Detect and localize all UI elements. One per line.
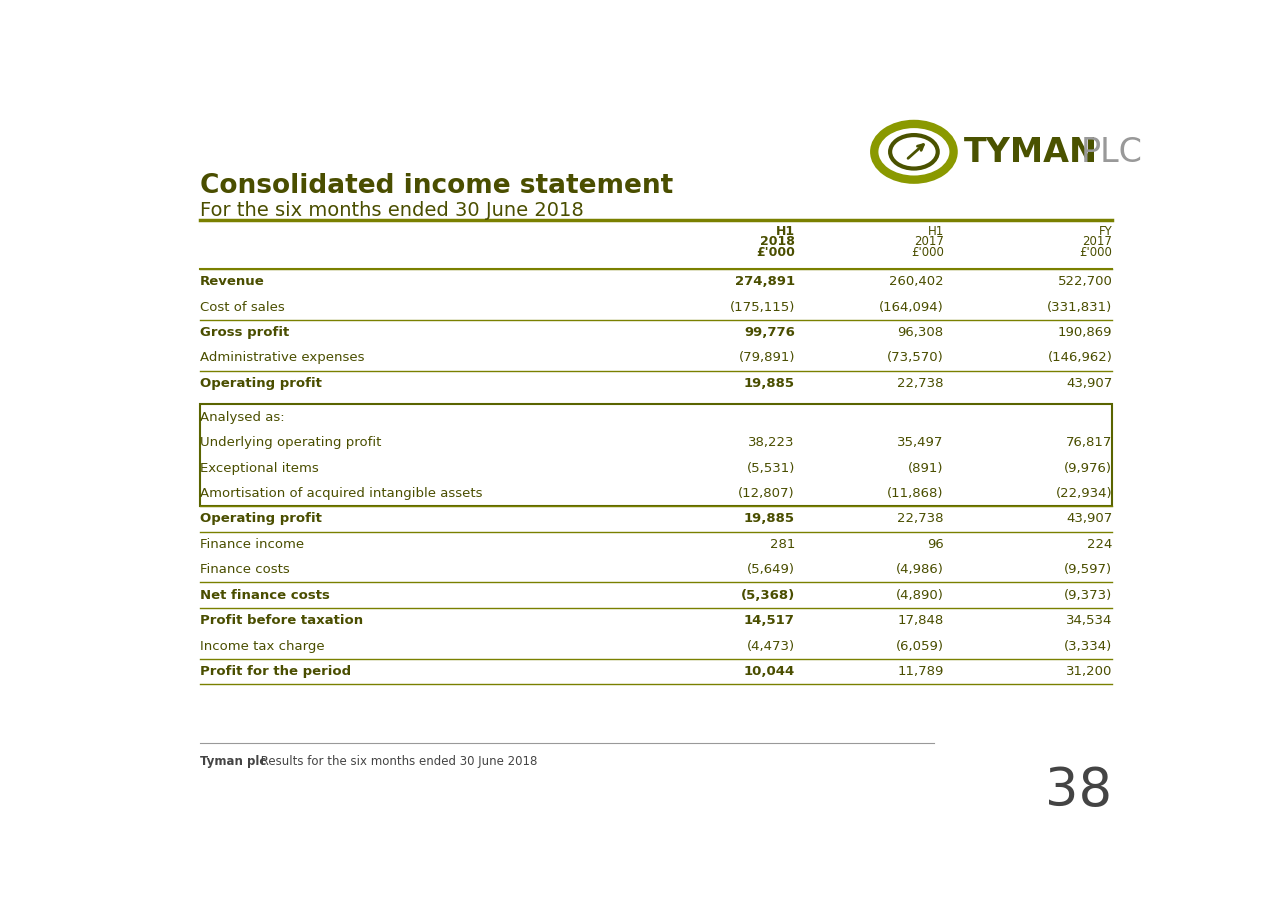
Text: H1: H1 xyxy=(776,225,795,238)
Text: Finance costs: Finance costs xyxy=(200,563,289,576)
Text: (891): (891) xyxy=(909,462,943,474)
Text: (9,976): (9,976) xyxy=(1065,462,1112,474)
Text: (5,531): (5,531) xyxy=(746,462,795,474)
Text: Profit before taxation: Profit before taxation xyxy=(200,614,362,627)
Text: 2018: 2018 xyxy=(760,235,795,248)
Text: Cost of sales: Cost of sales xyxy=(200,300,284,313)
Text: 274,891: 274,891 xyxy=(735,275,795,288)
Text: 43,907: 43,907 xyxy=(1066,512,1112,526)
Text: 281: 281 xyxy=(769,538,795,551)
Text: (146,962): (146,962) xyxy=(1047,351,1112,365)
Text: 38: 38 xyxy=(1046,765,1112,817)
Text: 34,534: 34,534 xyxy=(1066,614,1112,627)
Text: (12,807): (12,807) xyxy=(739,487,795,500)
Text: 14,517: 14,517 xyxy=(744,614,795,627)
Text: 96: 96 xyxy=(927,538,943,551)
Text: PLC: PLC xyxy=(1080,137,1143,169)
Text: Administrative expenses: Administrative expenses xyxy=(200,351,365,365)
Text: (331,831): (331,831) xyxy=(1047,300,1112,313)
Text: Income tax charge: Income tax charge xyxy=(200,640,324,653)
Text: Gross profit: Gross profit xyxy=(200,326,289,339)
Text: 2017: 2017 xyxy=(914,235,943,248)
Text: 38,223: 38,223 xyxy=(749,436,795,449)
Text: (164,094): (164,094) xyxy=(879,300,943,313)
Text: Exceptional items: Exceptional items xyxy=(200,462,319,474)
Text: £'000: £'000 xyxy=(1079,246,1112,259)
Text: 43,907: 43,907 xyxy=(1066,376,1112,390)
Text: 31,200: 31,200 xyxy=(1066,665,1112,678)
Text: Profit for the period: Profit for the period xyxy=(200,665,351,678)
Text: 2017: 2017 xyxy=(1083,235,1112,248)
Text: £'000: £'000 xyxy=(911,246,943,259)
Text: 10,044: 10,044 xyxy=(744,665,795,678)
Text: £'000: £'000 xyxy=(756,246,795,259)
Text: (9,373): (9,373) xyxy=(1064,588,1112,602)
Text: 224: 224 xyxy=(1087,538,1112,551)
Text: Revenue: Revenue xyxy=(200,275,265,288)
Text: 17,848: 17,848 xyxy=(897,614,943,627)
Text: H1: H1 xyxy=(928,225,943,238)
Text: 96,308: 96,308 xyxy=(897,326,943,339)
Text: 11,789: 11,789 xyxy=(897,665,943,678)
Text: TYMAN: TYMAN xyxy=(964,137,1098,169)
Text: (5,649): (5,649) xyxy=(748,563,795,576)
Text: Tyman plc: Tyman plc xyxy=(200,756,266,768)
Text: Operating profit: Operating profit xyxy=(200,512,321,526)
Text: 22,738: 22,738 xyxy=(897,512,943,526)
Text: Amortisation of acquired intangible assets: Amortisation of acquired intangible asse… xyxy=(200,487,483,500)
Text: Net finance costs: Net finance costs xyxy=(200,588,329,602)
Text: For the six months ended 30 June 2018: For the six months ended 30 June 2018 xyxy=(200,201,584,220)
Text: Consolidated income statement: Consolidated income statement xyxy=(200,173,673,199)
Text: (4,986): (4,986) xyxy=(896,563,943,576)
Text: 522,700: 522,700 xyxy=(1057,275,1112,288)
Text: 76,817: 76,817 xyxy=(1066,436,1112,449)
Text: (5,368): (5,368) xyxy=(741,588,795,602)
Text: Finance income: Finance income xyxy=(200,538,303,551)
Text: 35,497: 35,497 xyxy=(897,436,943,449)
Text: 260,402: 260,402 xyxy=(890,275,943,288)
Text: (11,868): (11,868) xyxy=(887,487,943,500)
Text: (175,115): (175,115) xyxy=(730,300,795,313)
Text: (4,890): (4,890) xyxy=(896,588,943,602)
Text: (79,891): (79,891) xyxy=(739,351,795,365)
Text: (73,570): (73,570) xyxy=(887,351,943,365)
Text: 190,869: 190,869 xyxy=(1057,326,1112,339)
Text: 22,738: 22,738 xyxy=(897,376,943,390)
Text: FY: FY xyxy=(1098,225,1112,238)
Text: Underlying operating profit: Underlying operating profit xyxy=(200,436,381,449)
Text: Operating profit: Operating profit xyxy=(200,376,321,390)
Text: (9,597): (9,597) xyxy=(1064,563,1112,576)
Text: (6,059): (6,059) xyxy=(896,640,943,653)
Text: (4,473): (4,473) xyxy=(746,640,795,653)
Text: (22,934): (22,934) xyxy=(1056,487,1112,500)
Text: (3,334): (3,334) xyxy=(1064,640,1112,653)
Text: Analysed as:: Analysed as: xyxy=(200,411,284,424)
Text: Results for the six months ended 30 June 2018: Results for the six months ended 30 June… xyxy=(257,756,538,768)
Text: 19,885: 19,885 xyxy=(744,376,795,390)
Text: 99,776: 99,776 xyxy=(744,326,795,339)
Text: 19,885: 19,885 xyxy=(744,512,795,526)
